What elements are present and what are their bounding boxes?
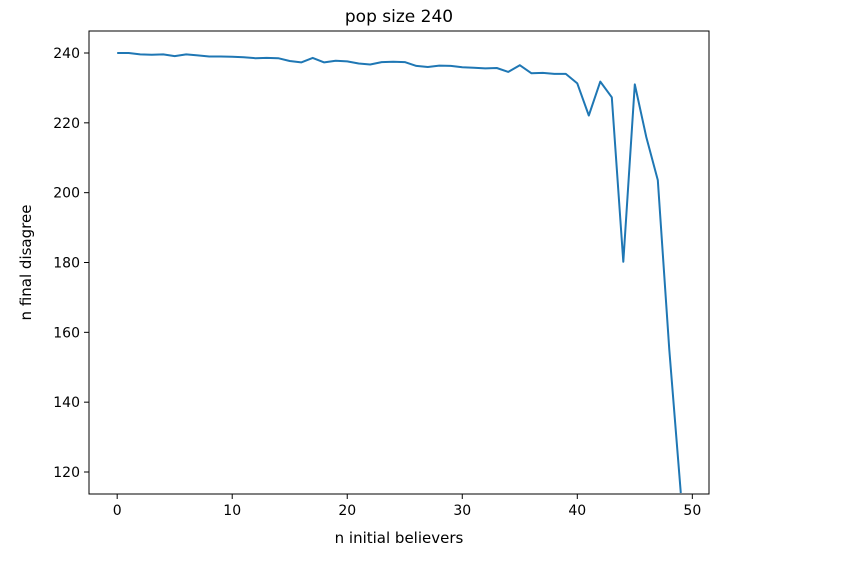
y-axis-ticks: 120 140 160 180 200 220 240 <box>53 46 89 481</box>
y-tick-label: 240 <box>53 46 80 62</box>
x-axis-ticks: 0 10 20 30 40 50 <box>113 494 701 519</box>
y-tick-label: 180 <box>53 256 80 272</box>
y-tick-label: 120 <box>53 465 80 481</box>
y-tick-label: 160 <box>53 325 80 341</box>
x-axis-title: n initial believers <box>335 529 464 547</box>
x-tick-label: 10 <box>223 503 241 519</box>
x-tick-label: 40 <box>568 503 586 519</box>
x-tick-label: 20 <box>338 503 356 519</box>
y-tick-label: 140 <box>53 395 80 411</box>
y-tick-label: 220 <box>53 116 80 132</box>
x-tick-label: 30 <box>453 503 471 519</box>
plot-area-frame <box>88 30 710 495</box>
x-tick-label: 0 <box>113 503 122 519</box>
y-tick-label: 200 <box>53 186 80 202</box>
series-line <box>117 52 682 494</box>
x-tick-label: 50 <box>683 503 701 519</box>
chart-title: pop size 240 <box>345 7 453 27</box>
y-axis-title: n final disagree <box>17 205 35 321</box>
